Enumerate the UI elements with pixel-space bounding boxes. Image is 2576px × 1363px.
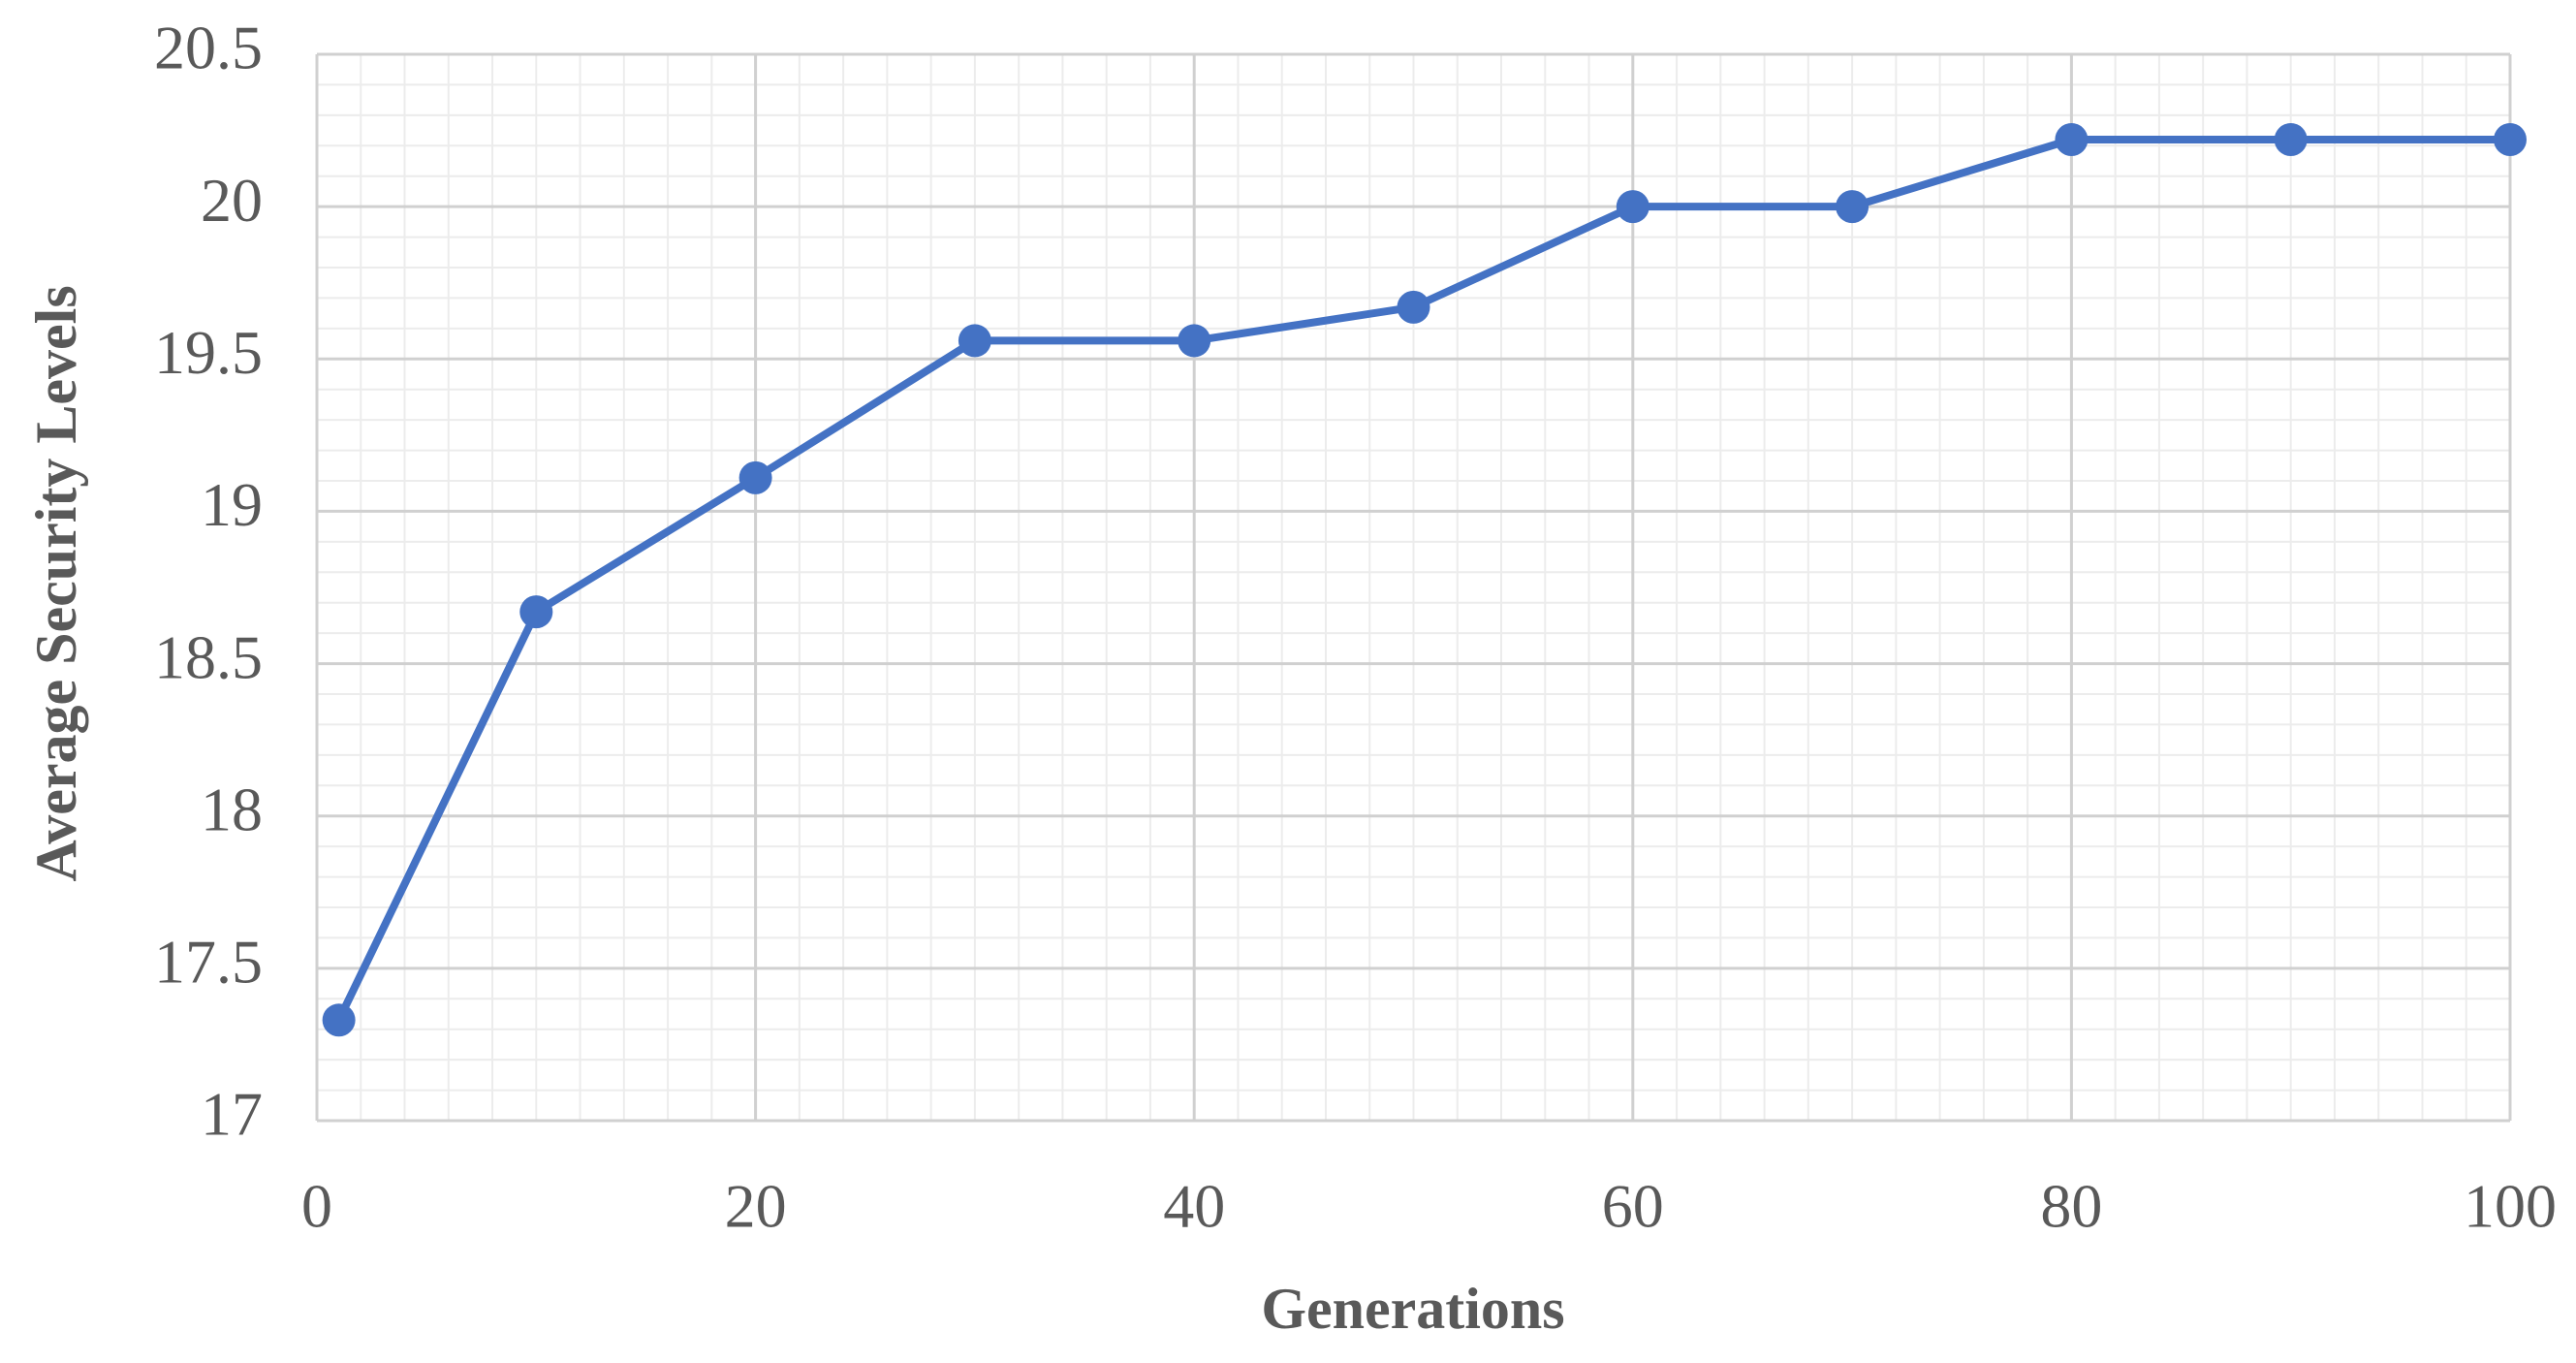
x-tick-label: 100 <box>2464 1172 2557 1241</box>
y-tick-label: 20 <box>201 166 263 235</box>
y-tick-label: 17 <box>201 1080 263 1149</box>
y-tick-label: 18.5 <box>154 622 263 691</box>
marker <box>2494 123 2527 156</box>
y-tick-label: 17.5 <box>154 928 263 997</box>
x-tick-label: 0 <box>301 1172 332 1241</box>
x-tick-label: 80 <box>2040 1172 2102 1241</box>
marker <box>1836 190 1869 224</box>
x-tick-label: 60 <box>1602 1172 1664 1241</box>
x-axis-title: Generations <box>1261 1277 1564 1341</box>
y-tick-label: 19 <box>201 470 263 539</box>
y-tick-label: 18 <box>201 775 263 843</box>
marker <box>738 460 772 494</box>
x-tick-label: 40 <box>1163 1172 1225 1241</box>
marker <box>1616 190 1649 224</box>
marker <box>519 595 553 629</box>
marker <box>1178 324 1211 358</box>
y-tick-label: 19.5 <box>154 318 263 387</box>
x-tick-label: 20 <box>725 1172 787 1241</box>
marker <box>1397 290 1430 324</box>
marker <box>2055 123 2089 156</box>
line <box>335 136 2510 1023</box>
marker <box>322 1003 356 1037</box>
y-tick-label: 20.5 <box>154 14 263 82</box>
marker <box>958 324 991 358</box>
y-axis-title: Average Security Levels <box>24 285 88 881</box>
marker <box>2274 123 2308 156</box>
